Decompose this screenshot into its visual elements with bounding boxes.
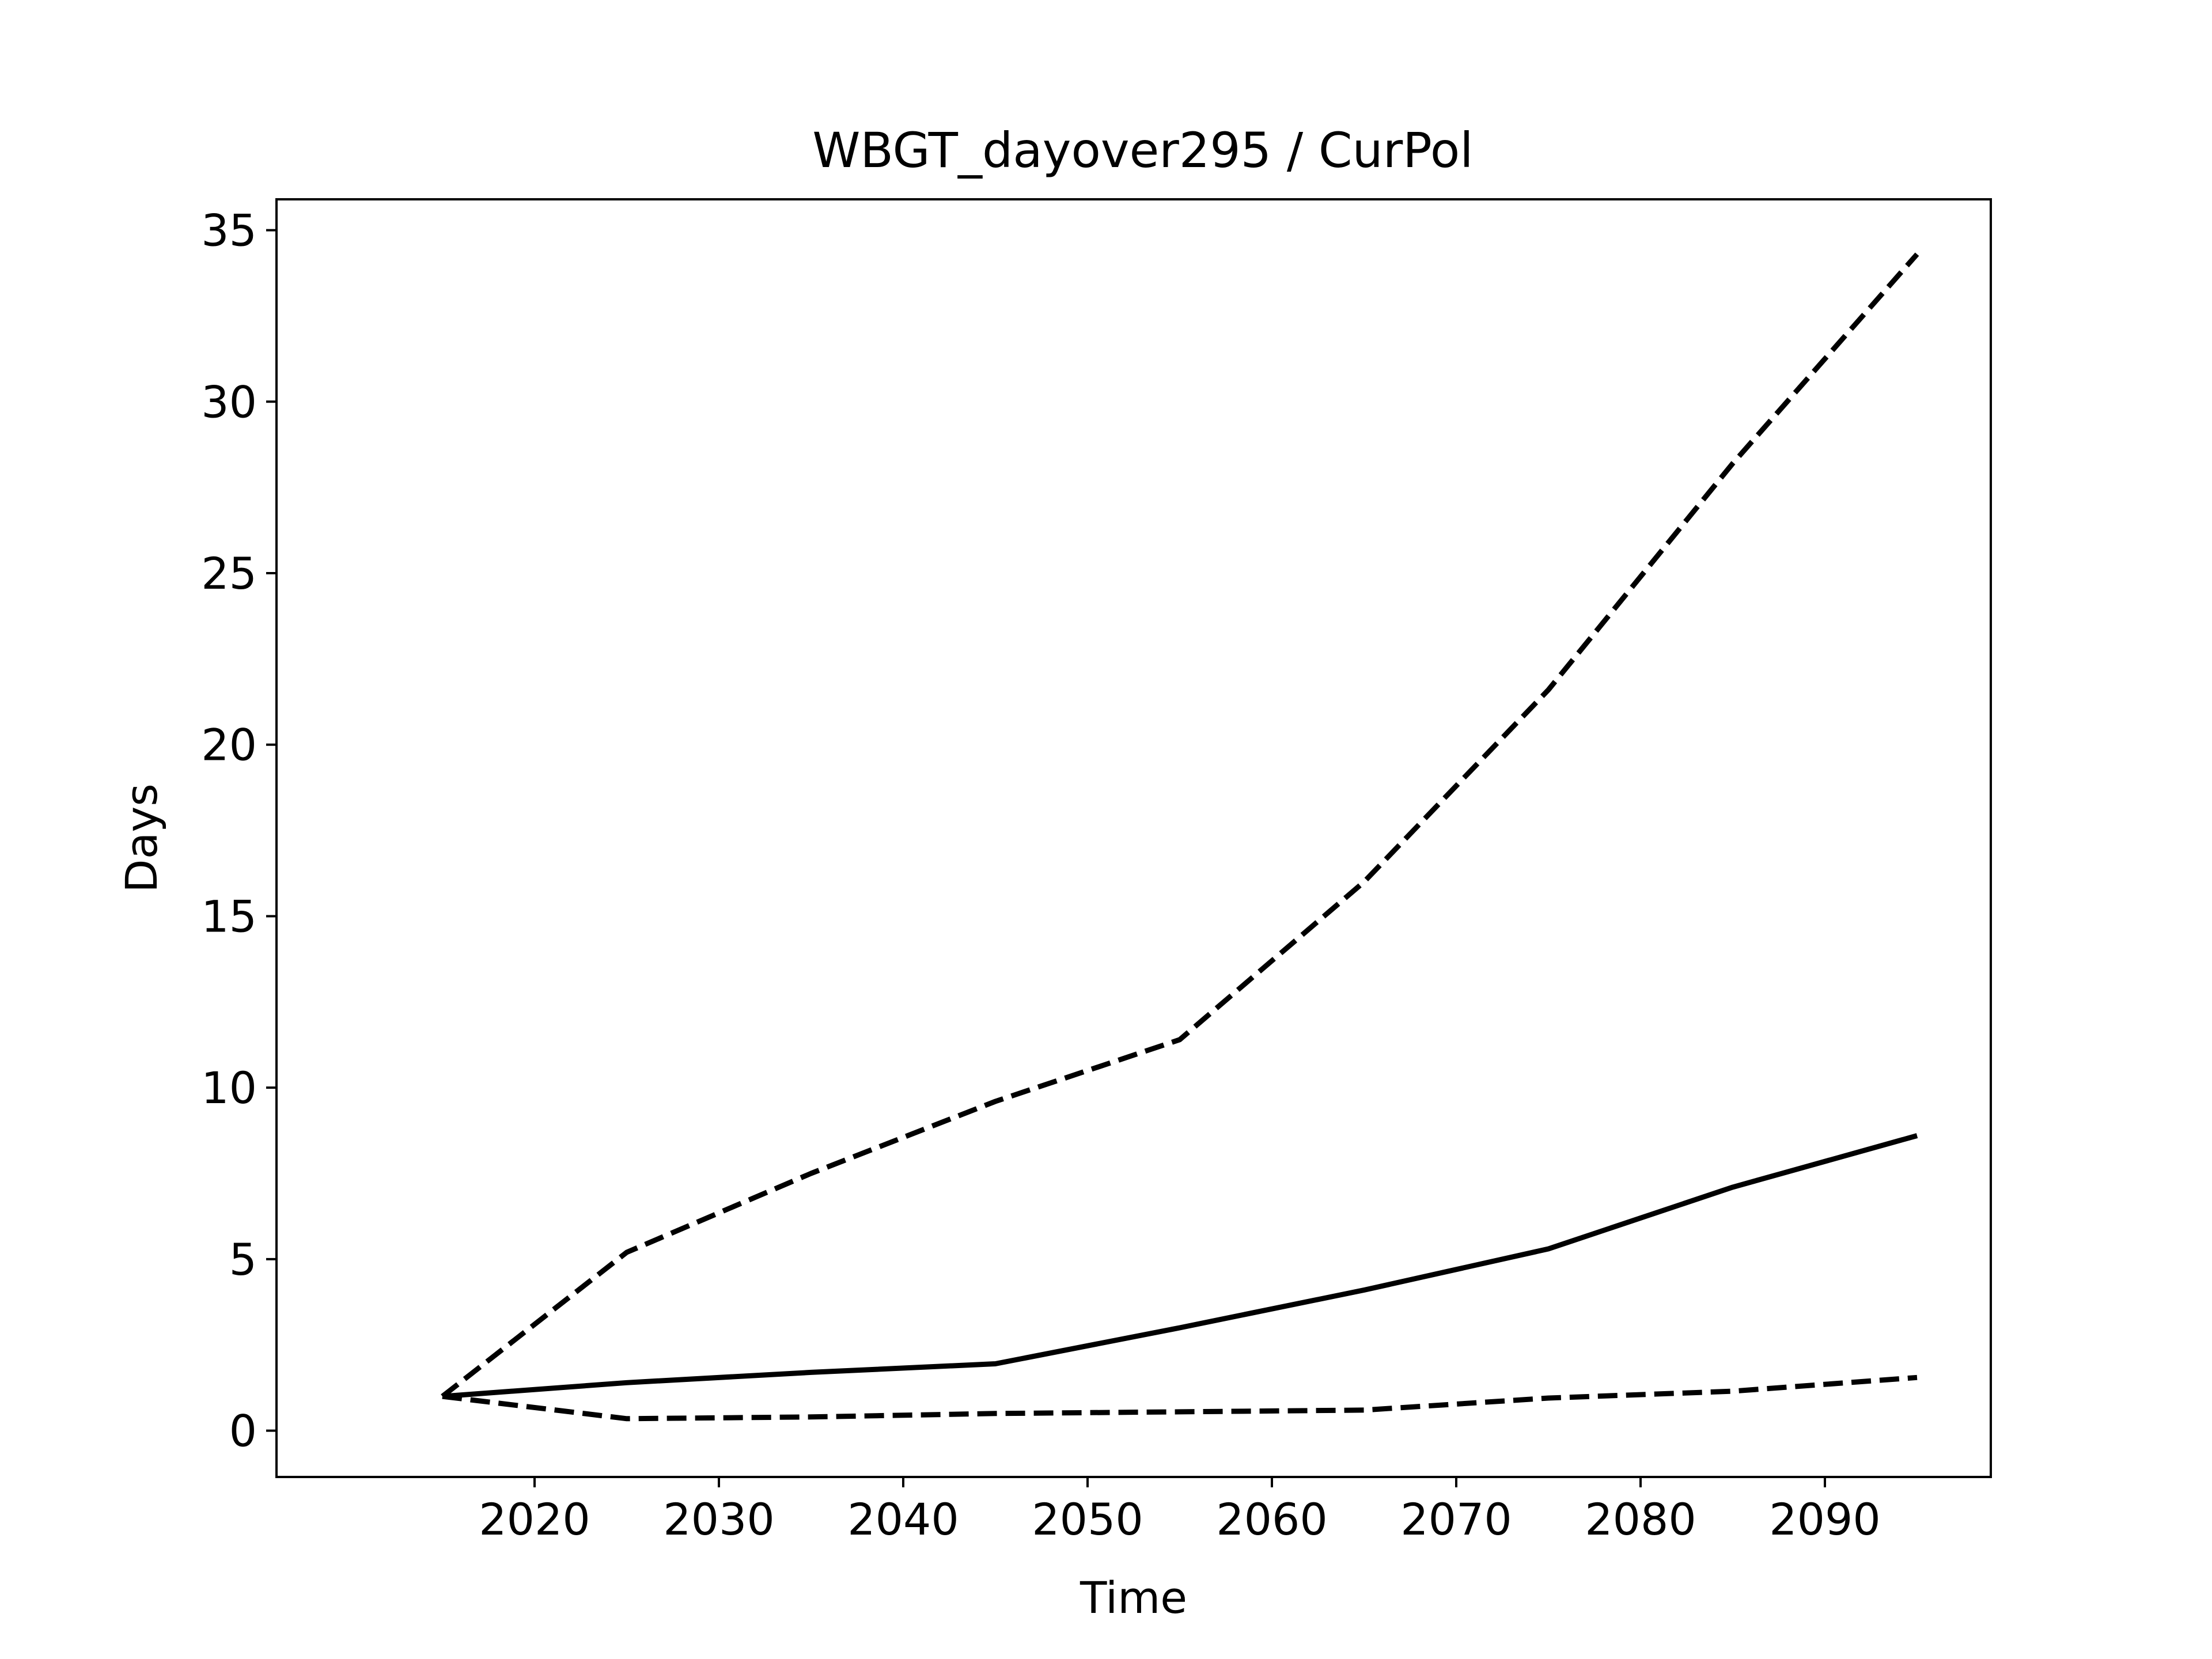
x-tick-label: 2080 — [1585, 1494, 1696, 1545]
x-tick-label: 2050 — [1032, 1494, 1143, 1545]
x-tick-label: 2030 — [663, 1494, 774, 1545]
series-line-2-dashed — [441, 252, 1919, 1399]
ticks-layer: 2020 2030 2040 2050 2060 2070 2080 209005101520… — [201, 205, 1880, 1545]
x-tick-label: 2070 — [1400, 1494, 1512, 1545]
series-layer — [441, 252, 1919, 1422]
y-tick-label: 20 — [201, 719, 257, 771]
y-tick-label: 35 — [201, 205, 257, 256]
y-tick-label: 30 — [201, 376, 257, 427]
x-tick-label: 2040 — [847, 1494, 959, 1545]
x-axis-label: Time — [1080, 1572, 1187, 1623]
y-tick-label: 15 — [201, 891, 257, 942]
y-tick-label: 25 — [201, 548, 257, 599]
series-line-3-dashed — [442, 1374, 1918, 1422]
y-tick-label: 10 — [201, 1062, 257, 1113]
x-tick-label: 2090 — [1769, 1494, 1880, 1545]
x-tick-label: 2060 — [1216, 1494, 1327, 1545]
x-tick-label: 2020 — [479, 1494, 590, 1545]
plot-frame — [275, 198, 1992, 1478]
y-axis-label: Days — [116, 783, 167, 893]
y-tick-label: 0 — [229, 1406, 257, 1457]
series-line-1-solid — [442, 1133, 1918, 1399]
chart-title: WBGT_dayover295 / CurPol — [812, 122, 1473, 179]
y-tick-label: 5 — [229, 1234, 257, 1285]
